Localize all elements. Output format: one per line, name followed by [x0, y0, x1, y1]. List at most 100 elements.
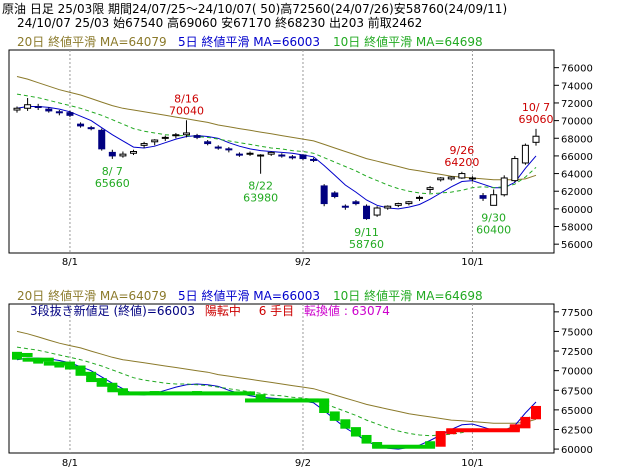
- renko-line: [245, 398, 319, 403]
- renko-brick: [255, 394, 266, 403]
- candle-body: [521, 144, 529, 164]
- candle-body: [405, 201, 413, 205]
- candle-body: [394, 203, 402, 206]
- candle-body: [246, 152, 254, 155]
- low-annotation-value: 63980: [243, 192, 278, 205]
- candle-body: [98, 129, 106, 150]
- y-axis-tick-label: 72500: [561, 347, 593, 358]
- renko-brick: [12, 351, 22, 360]
- renko-brick: [54, 362, 65, 368]
- candle-body: [214, 146, 222, 149]
- renko-line: [86, 378, 107, 383]
- renko-brick: [425, 441, 436, 447]
- renko-brick: [319, 400, 330, 414]
- candle-body: [257, 154, 265, 157]
- candle-body: [437, 177, 445, 181]
- ma-line-5d: [16, 106, 537, 210]
- candle-body: [161, 136, 169, 139]
- renko-line: [308, 398, 330, 403]
- y-axis-tick-label: 65000: [561, 406, 593, 417]
- y-axis-tick-label: 70000: [561, 367, 593, 378]
- candle-body: [119, 153, 127, 157]
- y-axis-tick-label: 67500: [561, 386, 593, 397]
- candle-body: [500, 177, 508, 196]
- high-annotation-date: 8/16: [174, 92, 199, 105]
- y-axis-tick-label: 68000: [561, 134, 593, 145]
- renko-line: [446, 428, 520, 433]
- x-axis-tick-label: 9/2: [295, 458, 311, 469]
- candle-body: [204, 141, 212, 145]
- candle-body: [13, 107, 21, 111]
- candle-body: [468, 177, 476, 180]
- low-annotation-value: 65660: [95, 177, 130, 190]
- high-annotation-value: 70040: [169, 104, 204, 117]
- x-axis-tick-label: 9/2: [295, 257, 311, 268]
- renko-brick: [192, 391, 203, 395]
- renko-line: [509, 424, 531, 429]
- kagi-count: 6 手目: [259, 304, 294, 318]
- low-annotation-value: 58760: [349, 238, 384, 251]
- x-axis-tick-label: 10/1: [461, 458, 483, 469]
- renko-brick: [509, 425, 520, 432]
- top-legend-ma10: 10日 終値平滑 MA=64698: [333, 34, 483, 49]
- renko-brick: [350, 427, 361, 437]
- low-annotation-date: 8/22: [248, 180, 273, 193]
- x-axis-tick-label: 8/1: [62, 458, 78, 469]
- candle-body: [331, 192, 339, 198]
- renko-line: [372, 444, 436, 449]
- candle-body: [363, 205, 371, 220]
- chart-header-line1: 原油 日足 25/03限 期間24/07/25～24/10/07( 50)高72…: [2, 1, 507, 16]
- renko-line: [64, 365, 86, 370]
- top-chart-frame: [8, 49, 555, 254]
- bottom-legend: 20日 終値平滑 MA=64079 5日 終値平滑 MA=66003 10日 終…: [17, 288, 483, 318]
- candle-body: [490, 194, 498, 206]
- renko-brick: [372, 442, 383, 448]
- candle-body: [24, 104, 32, 109]
- candle-body: [426, 187, 434, 190]
- renko-brick: [435, 431, 446, 447]
- candle-body: [130, 151, 138, 154]
- candle-body: [373, 207, 381, 216]
- renko-line: [117, 391, 256, 396]
- candle-body: [140, 143, 148, 146]
- candle-body: [108, 151, 116, 157]
- y-axis-tick-label: 76000: [561, 64, 593, 75]
- ma-line-20d: [16, 76, 537, 181]
- low-annotation-value: 60400: [476, 223, 511, 236]
- top-legend-ma20: 20日 終値平滑 MA=64079: [17, 34, 167, 49]
- y-axis-tick-label: 60000: [561, 205, 593, 216]
- renko-brick: [531, 405, 541, 420]
- renko-brick: [107, 384, 118, 391]
- y-axis-tick-label: 60000: [561, 445, 593, 456]
- low-annotation-date: 9/30: [481, 211, 506, 224]
- y-axis-tick-label: 72000: [561, 99, 593, 110]
- bottom-legend-ma10: 10日 終値平滑 MA=64698: [333, 288, 483, 303]
- candle-body: [45, 108, 53, 112]
- renko-brick: [329, 411, 340, 421]
- y-axis-tick-label: 74000: [561, 81, 593, 92]
- candle-body: [34, 105, 42, 108]
- y-axis-tick-label: 58000: [561, 223, 593, 234]
- candle-body: [299, 154, 307, 160]
- bottom-legend-ma5: 5日 終値平滑 MA=66003: [178, 288, 320, 303]
- renko-brick: [33, 358, 44, 364]
- kagi-status: 陽転中: [205, 303, 241, 318]
- y-axis-tick-label: 64000: [561, 170, 593, 181]
- candle-body: [532, 135, 540, 143]
- renko-brick: [149, 391, 160, 395]
- bottom-legend-ma20: 20日 終値平滑 MA=64079: [17, 288, 167, 303]
- renko-brick: [75, 367, 86, 376]
- y-axis-tick-label: 62000: [561, 187, 593, 198]
- candle-body: [447, 176, 455, 180]
- x-axis-tick-label: 10/1: [461, 257, 483, 268]
- ma-line-10d: [16, 93, 537, 195]
- high-annotation-value: 69060: [519, 113, 554, 126]
- kagi-label: 3段抜き新値足 (終値)=66003: [30, 303, 195, 318]
- high-annotation-date: 9/26: [450, 144, 475, 157]
- renko-line: [96, 382, 118, 387]
- candle-body: [193, 135, 201, 138]
- candle-body: [77, 123, 85, 127]
- candle-body: [55, 111, 63, 114]
- low-annotation-date: 8/ 7: [102, 165, 123, 178]
